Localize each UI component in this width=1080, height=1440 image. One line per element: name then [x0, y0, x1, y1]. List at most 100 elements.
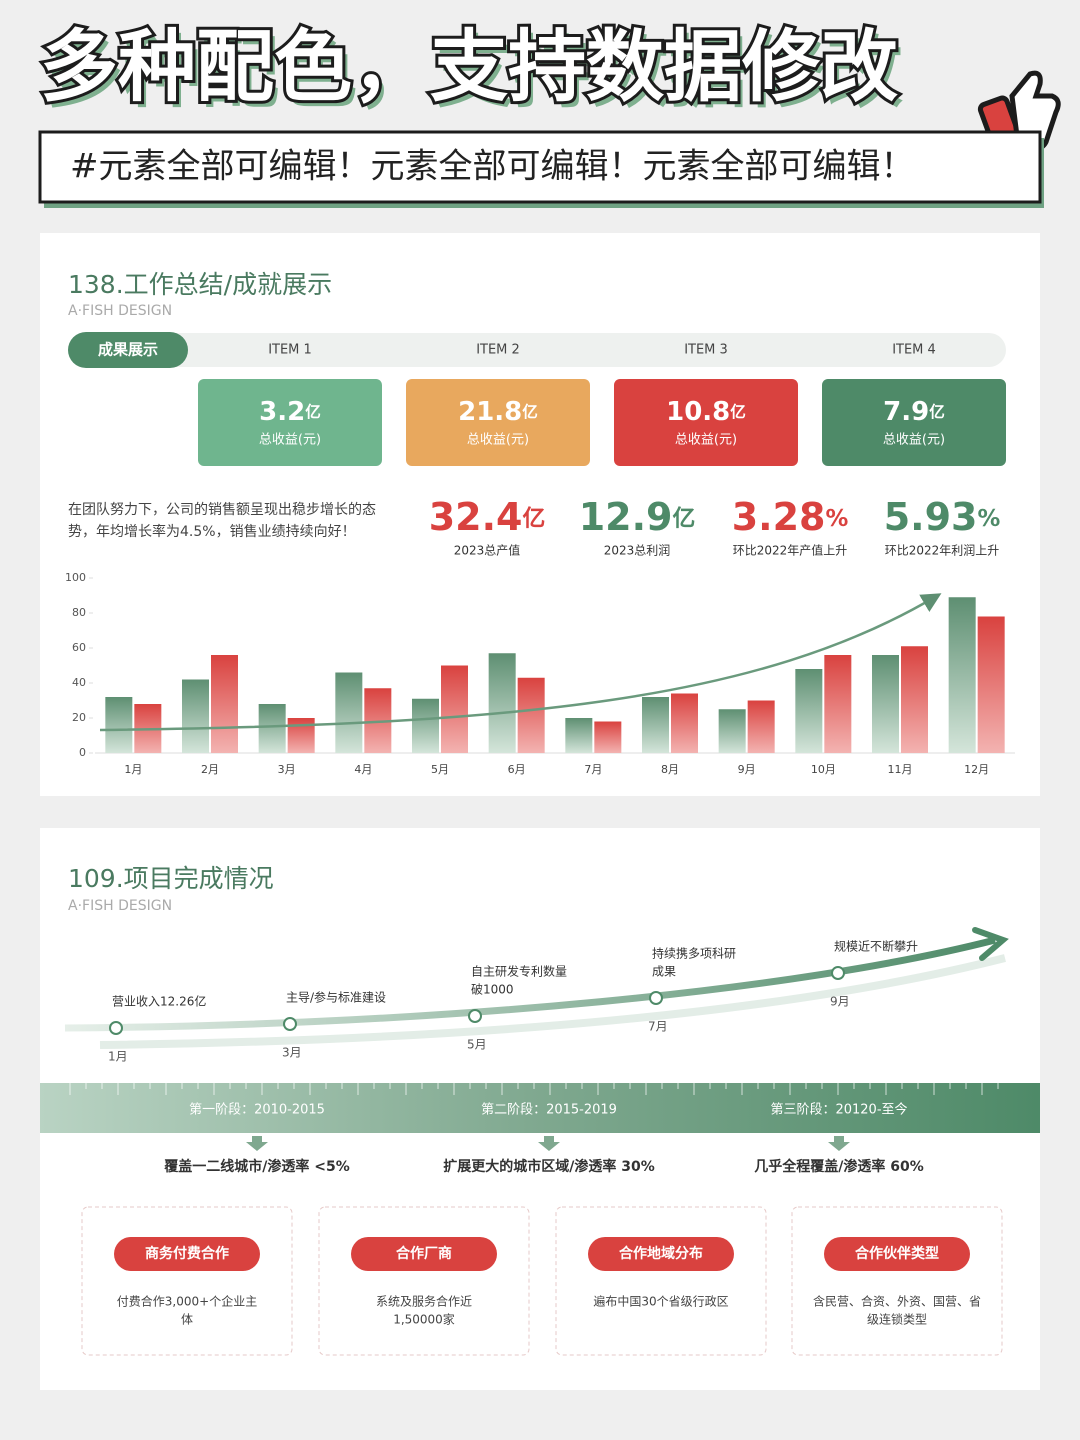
card-text: 级连锁类型	[867, 1312, 927, 1327]
bar	[412, 698, 439, 753]
milestone-label: 规模近不断攀升	[834, 939, 918, 954]
stage-name: 第三阶段：20120-至今	[770, 1102, 907, 1118]
value: 7.9	[883, 397, 929, 427]
milestone-dot	[468, 1009, 482, 1023]
unit: 亿	[672, 506, 695, 532]
bar	[594, 721, 622, 753]
tab-active[interactable]	[68, 332, 188, 368]
description: 在团队努力下，公司的销售额呈现出稳步增长的态	[68, 502, 376, 518]
partner-card	[791, 1206, 1003, 1356]
milestone-label: 成果	[652, 965, 676, 979]
bar	[718, 709, 746, 753]
milestone-dot	[649, 991, 663, 1005]
item-label: 总收益(元)	[259, 433, 321, 448]
item-card	[198, 379, 382, 466]
bar	[335, 672, 363, 753]
x-tick-label: 5月	[431, 763, 449, 776]
bar	[517, 677, 545, 753]
value: 21.8	[458, 397, 522, 427]
stat-value: 3.28%	[732, 495, 849, 539]
curve-arrowhead	[972, 927, 1009, 961]
unit: %	[825, 506, 848, 532]
stat-value: 5.93%	[884, 495, 1001, 539]
bar	[105, 697, 133, 753]
x-tick-label: 4月	[354, 763, 372, 776]
x-tick-label: 2月	[201, 763, 219, 776]
x-tick-label: 6月	[508, 763, 526, 776]
tab-label: ITEM 2	[476, 343, 520, 358]
stat-label: 环比2022年产值上升	[733, 543, 848, 558]
y-tick-label: 100	[65, 571, 86, 584]
growth-curve	[64, 936, 996, 1032]
bar	[441, 665, 468, 753]
bar	[182, 679, 209, 753]
milestone-label: 营业收入12.26亿	[112, 994, 206, 1009]
stat-value: 12.9亿	[579, 495, 696, 539]
item-card	[406, 379, 590, 466]
stage-arrow	[538, 1136, 560, 1151]
bar-group	[105, 597, 1005, 753]
x-tick-label: 8月	[661, 763, 679, 776]
milestone-dot	[283, 1017, 297, 1031]
bar	[642, 697, 669, 753]
card-text: 含民营、合资、外资、国营、省	[813, 1294, 981, 1309]
card-text: 1,50000家	[393, 1312, 455, 1327]
item-value: 10.8亿	[666, 397, 746, 427]
bar	[977, 616, 1005, 753]
stage-desc: 扩展更大的城市区域/渗透率 30%	[443, 1158, 655, 1175]
banner-text: #元素全部可编辑！元素全部可编辑！元素全部可编辑！	[70, 147, 915, 187]
item-value: 21.8亿	[458, 397, 538, 427]
item-card	[614, 379, 798, 466]
value: 3.2	[259, 397, 305, 427]
unit: 亿	[522, 402, 538, 421]
slide-title: 138.工作总结/成就展示	[68, 270, 332, 299]
value: 3.28	[732, 495, 826, 539]
stage-band	[40, 1083, 1040, 1133]
stat-value: 32.4亿	[429, 495, 546, 539]
unit: 亿	[929, 402, 945, 421]
stat-label: 环比2022年利润上升	[885, 544, 1000, 558]
stat-label: 2023总产值	[454, 543, 521, 558]
bar	[795, 669, 823, 753]
slide-title: 109.项目完成情况	[68, 864, 274, 893]
card-pill	[824, 1237, 970, 1271]
banner	[38, 130, 1042, 204]
stage-arrow	[246, 1136, 268, 1151]
x-tick-label: 1月	[124, 763, 142, 776]
y-tick-label: 40	[72, 676, 86, 689]
milestone-dot	[831, 966, 845, 980]
card-title: 商务付费合作	[145, 1245, 229, 1262]
tab-label[interactable]: 成果展示	[98, 341, 158, 359]
slide-subtitle: A·FISH DESIGN	[68, 898, 172, 914]
bar	[488, 653, 516, 753]
description: 势，年均增长率为4.5%，销售业绩持续向好！	[68, 523, 356, 540]
stage-desc: 几乎全程覆盖/渗透率 60%	[754, 1158, 924, 1175]
milestone-month: 3月	[282, 1046, 302, 1060]
trend-arrow	[99, 593, 942, 732]
bar	[901, 646, 928, 753]
card-text: 付费合作3,000+个企业主	[117, 1294, 257, 1309]
card-pill	[588, 1237, 734, 1271]
value: 12.9	[579, 495, 673, 539]
item-label: 总收益(元)	[883, 433, 945, 448]
header-title: 多种配色，支持数据修改	[40, 22, 898, 112]
bar	[211, 655, 238, 753]
bar	[565, 718, 593, 753]
tab-bar	[68, 333, 1006, 367]
bar	[287, 718, 315, 753]
milestone-dot	[109, 1021, 123, 1035]
bar	[747, 700, 775, 753]
tab-label: ITEM 3	[684, 343, 728, 358]
unit: %	[977, 506, 1000, 532]
card-title: 合作地域分布	[619, 1245, 703, 1262]
x-tick-label: 11月	[888, 763, 913, 776]
curve-shadow	[99, 954, 1006, 1049]
partner-card	[318, 1206, 530, 1356]
x-tick-label: 10月	[811, 763, 836, 776]
milestone-month: 7月	[648, 1020, 668, 1034]
milestone-month: 9月	[830, 995, 850, 1009]
unit: 亿	[730, 402, 746, 421]
x-tick-label: 9月	[738, 763, 756, 776]
